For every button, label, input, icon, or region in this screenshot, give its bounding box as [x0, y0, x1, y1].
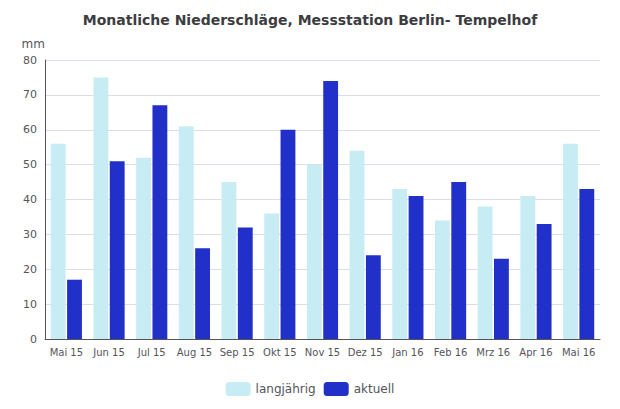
- svg-text:Nov 15: Nov 15: [305, 347, 340, 358]
- svg-text:Aug 15: Aug 15: [177, 347, 212, 358]
- svg-text:Mai 15: Mai 15: [50, 347, 83, 358]
- svg-text:Apr 16: Apr 16: [519, 347, 552, 358]
- svg-text:20: 20: [23, 263, 37, 276]
- svg-text:Feb 16: Feb 16: [434, 347, 468, 358]
- svg-text:30: 30: [23, 228, 37, 241]
- svg-text:Jun 15: Jun 15: [92, 347, 125, 358]
- svg-text:60: 60: [23, 123, 37, 136]
- svg-text:40: 40: [23, 193, 37, 206]
- svg-text:50: 50: [23, 158, 37, 171]
- svg-text:70: 70: [23, 88, 37, 101]
- svg-text:Mrz 16: Mrz 16: [476, 347, 510, 358]
- svg-text:0: 0: [30, 333, 37, 346]
- svg-text:aktuell: aktuell: [354, 382, 395, 396]
- svg-text:Mai 16: Mai 16: [562, 347, 595, 358]
- svg-text:10: 10: [23, 298, 37, 311]
- svg-text:Dez 15: Dez 15: [348, 347, 383, 358]
- svg-text:80: 80: [23, 54, 37, 67]
- svg-text:Jul 15: Jul 15: [137, 347, 166, 358]
- svg-text:Sep 15: Sep 15: [220, 347, 255, 358]
- svg-text:Jan 16: Jan 16: [391, 347, 423, 358]
- svg-text:Monatliche Niederschläge, Mess: Monatliche Niederschläge, Messstation Be…: [83, 12, 538, 28]
- svg-text:mm: mm: [22, 37, 45, 51]
- svg-text:Okt 15: Okt 15: [263, 347, 297, 358]
- svg-text:langjährig: langjährig: [256, 382, 316, 396]
